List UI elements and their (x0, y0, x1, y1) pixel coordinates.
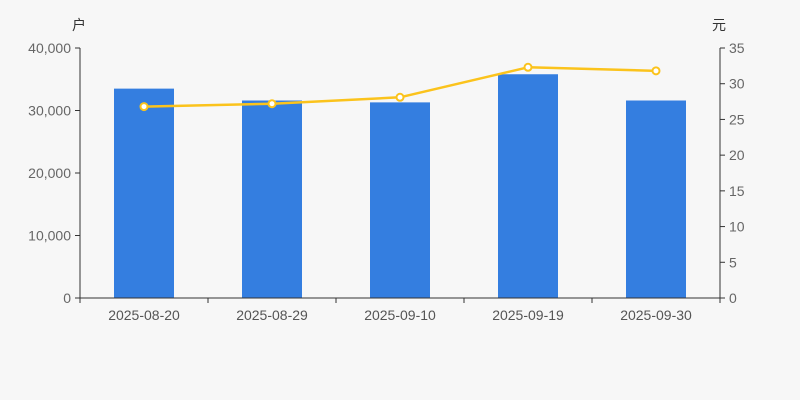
right-axis-title: 元 (712, 17, 726, 33)
bar-2025-09-10[interactable] (370, 102, 430, 298)
x-axis-category-label: 2025-09-10 (364, 307, 436, 323)
right-axis-tick-label: 35 (729, 40, 745, 56)
bar-2025-09-19[interactable] (498, 74, 558, 298)
right-axis-tick-label: 0 (729, 290, 737, 306)
line-point-2025-09-19[interactable] (523, 62, 533, 72)
bar-2025-09-30[interactable] (626, 100, 686, 299)
right-axis-tick-label: 25 (729, 111, 745, 127)
bar-2025-08-20[interactable] (114, 88, 174, 298)
line-point-2025-08-29[interactable] (267, 99, 277, 109)
right-axis-tick-label: 30 (729, 76, 745, 92)
line-point-2025-08-20[interactable] (139, 102, 149, 112)
right-axis-tick-label: 10 (729, 219, 745, 235)
right-axis-tick-label: 5 (729, 254, 737, 270)
bar-2025-08-29[interactable] (242, 100, 302, 299)
left-axis-tick-label: 0 (63, 290, 71, 306)
line-point-2025-09-10[interactable] (395, 92, 405, 102)
x-axis-category-label: 2025-09-30 (620, 307, 692, 323)
x-axis-category-label: 2025-08-20 (108, 307, 180, 323)
x-axis-category-label: 2025-09-19 (492, 307, 564, 323)
right-axis-tick-label: 20 (729, 147, 745, 163)
left-axis-tick-label: 20,000 (28, 165, 71, 181)
left-axis-title: 户 (72, 17, 86, 33)
left-axis-tick-label: 30,000 (28, 103, 71, 119)
right-axis-tick-label: 15 (729, 183, 745, 199)
left-axis-tick-label: 10,000 (28, 228, 71, 244)
line-point-2025-09-30[interactable] (651, 66, 661, 76)
x-axis-category-label: 2025-08-29 (236, 307, 308, 323)
left-axis-tick-label: 40,000 (28, 40, 71, 56)
